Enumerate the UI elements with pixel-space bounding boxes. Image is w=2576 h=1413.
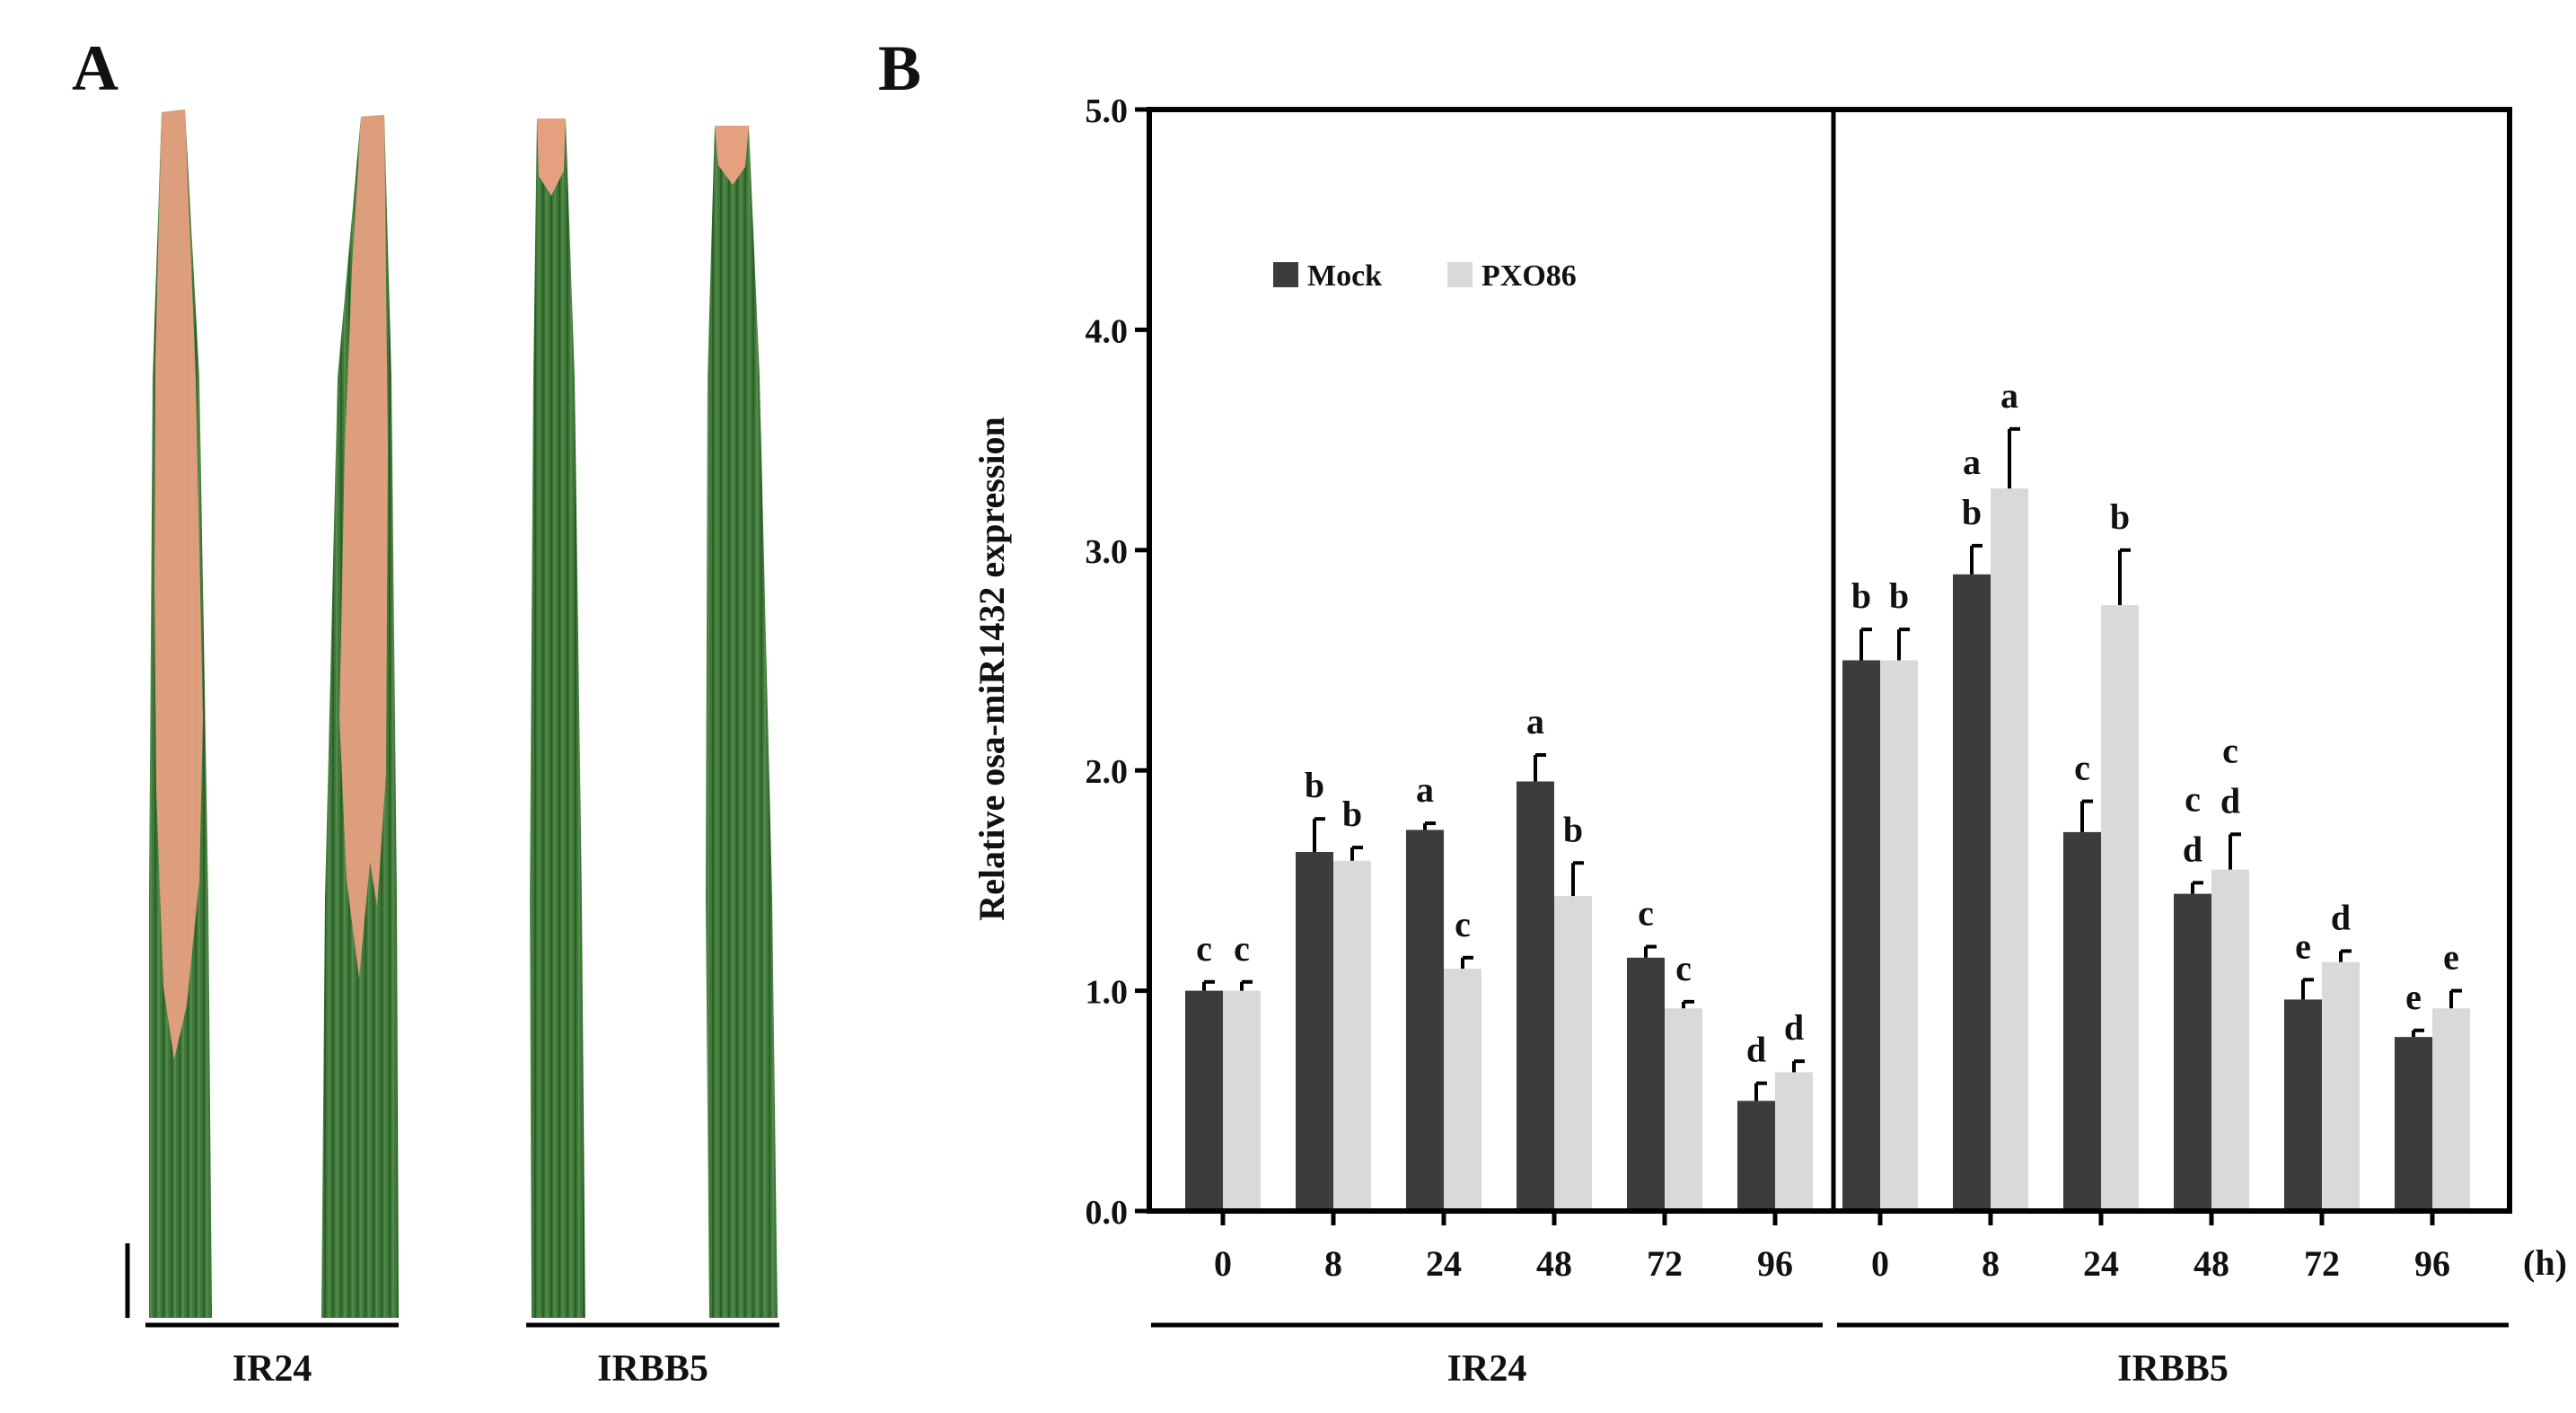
y-axis-label: Relative osa-miR1432 expression [971, 417, 1012, 920]
x-tick-label: 48 [1536, 1243, 1572, 1284]
significance-letter: c [1675, 948, 1692, 988]
significance-letter: b [1305, 765, 1324, 805]
significance-letter: e [2405, 977, 2422, 1017]
bar [2063, 831, 2101, 1211]
bar [2174, 893, 2211, 1211]
group-name-ir24: IR24 [1447, 1348, 1527, 1390]
x-tick-label: 72 [1647, 1243, 1683, 1284]
legend-swatch-mock [1273, 262, 1298, 287]
significance-letter: e [2295, 926, 2311, 966]
x-tick-label: 24 [1426, 1243, 1462, 1284]
bar [1665, 1008, 1702, 1211]
x-tick-label: 72 [2304, 1243, 2340, 1284]
significance-letter: d [2183, 829, 2202, 869]
panel-b-label: B [878, 32, 921, 104]
bar [2322, 961, 2360, 1211]
error-bars [1202, 426, 2462, 1101]
y-tick-label: 4.0 [1086, 312, 1129, 350]
significance-letter: a [1416, 769, 1434, 810]
bar [1953, 574, 1991, 1211]
bar [1737, 1101, 1775, 1211]
x-tick-label: 96 [2414, 1243, 2450, 1284]
x-tick-label: 24 [2083, 1243, 2119, 1284]
x-tick-label: 48 [2194, 1243, 2229, 1284]
significance-letter: c [1455, 904, 1471, 944]
significance-letter: c [1638, 893, 1654, 934]
significance-letter: d [2331, 897, 2351, 937]
significance-letter: c [2222, 730, 2238, 770]
bar [1627, 957, 1665, 1211]
group-label-irbb5: IRBB5 [597, 1348, 708, 1390]
significance-letter: c [1234, 928, 1250, 969]
bar [1185, 990, 1223, 1211]
bar [1554, 896, 1592, 1211]
bar [1296, 851, 1333, 1211]
bar [1223, 990, 1261, 1211]
leaf-image [149, 110, 212, 1318]
x-ticks: 0 8 24 48 72 96 0 8 24 48 72 96 [1214, 1211, 2450, 1284]
significance-letter: c [2074, 748, 2090, 788]
x-tick-label: 0 [1871, 1243, 1889, 1284]
panel-a: A IR24 IRBB5 [72, 32, 779, 1390]
significance-letter: d [2220, 780, 2240, 821]
bars [1185, 488, 2470, 1211]
bar [1517, 781, 1554, 1211]
significance-letter: a [2000, 375, 2018, 416]
significance-letter: b [1563, 809, 1583, 849]
significance-letter: b [1889, 575, 1909, 616]
bar [1775, 1072, 1813, 1211]
bar [2284, 999, 2322, 1211]
x-tick-label: 0 [1214, 1243, 1232, 1284]
panel-b: B Relative osa-miR1432 expression 0.0 1.0… [878, 32, 2567, 1390]
group-name-irbb5: IRBB5 [2117, 1348, 2229, 1390]
bar [1333, 860, 1371, 1211]
bar [1444, 969, 1481, 1211]
significance-letter: d [1746, 1030, 1766, 1070]
bar [1842, 660, 1880, 1211]
plot-frame [1147, 107, 2512, 1214]
bar [1880, 660, 1918, 1211]
panel-a-label: A [72, 32, 119, 104]
legend: Mock PXO86 [1273, 259, 1577, 293]
x-tick-label: 96 [1757, 1243, 1793, 1284]
significance-letter: a [1963, 442, 1981, 482]
significance-letter: e [2443, 937, 2459, 978]
significance-letter: d [1784, 1007, 1804, 1048]
significance-letter: b [1342, 794, 1362, 834]
bar [2101, 605, 2139, 1211]
leaf-image [321, 115, 399, 1318]
significance-letter: b [1851, 575, 1871, 616]
significance-letter: c [2185, 778, 2201, 819]
leaf-image [706, 126, 778, 1318]
significance-letter: b [2110, 496, 2130, 537]
y-tick-label: 0.0 [1086, 1194, 1129, 1232]
bar [2211, 869, 2249, 1211]
y-tick-label: 1.0 [1086, 974, 1129, 1012]
leaf-image [530, 118, 585, 1318]
bar [1406, 829, 1444, 1211]
x-unit-label: (h) [2523, 1242, 2567, 1283]
significance-letter: b [1962, 492, 1982, 532]
group-label-ir24: IR24 [233, 1348, 312, 1390]
bar [1991, 488, 2028, 1211]
bar [2432, 1008, 2470, 1211]
y-tick-label: 3.0 [1086, 533, 1129, 571]
legend-label-pxo86: PXO86 [1481, 259, 1577, 293]
x-tick-label: 8 [1324, 1243, 1342, 1284]
significance-letter: a [1526, 701, 1544, 742]
y-tick-label: 5.0 [1086, 92, 1129, 130]
x-tick-label: 8 [1982, 1243, 2000, 1284]
y-tick-label: 2.0 [1086, 753, 1129, 791]
significance-letter: c [1196, 928, 1212, 969]
legend-swatch-pxo86 [1447, 262, 1473, 287]
bar [2395, 1037, 2432, 1211]
legend-label-mock: Mock [1307, 259, 1382, 293]
y-ticks: 0.0 1.0 2.0 3.0 4.0 5.0 [1086, 92, 1149, 1232]
